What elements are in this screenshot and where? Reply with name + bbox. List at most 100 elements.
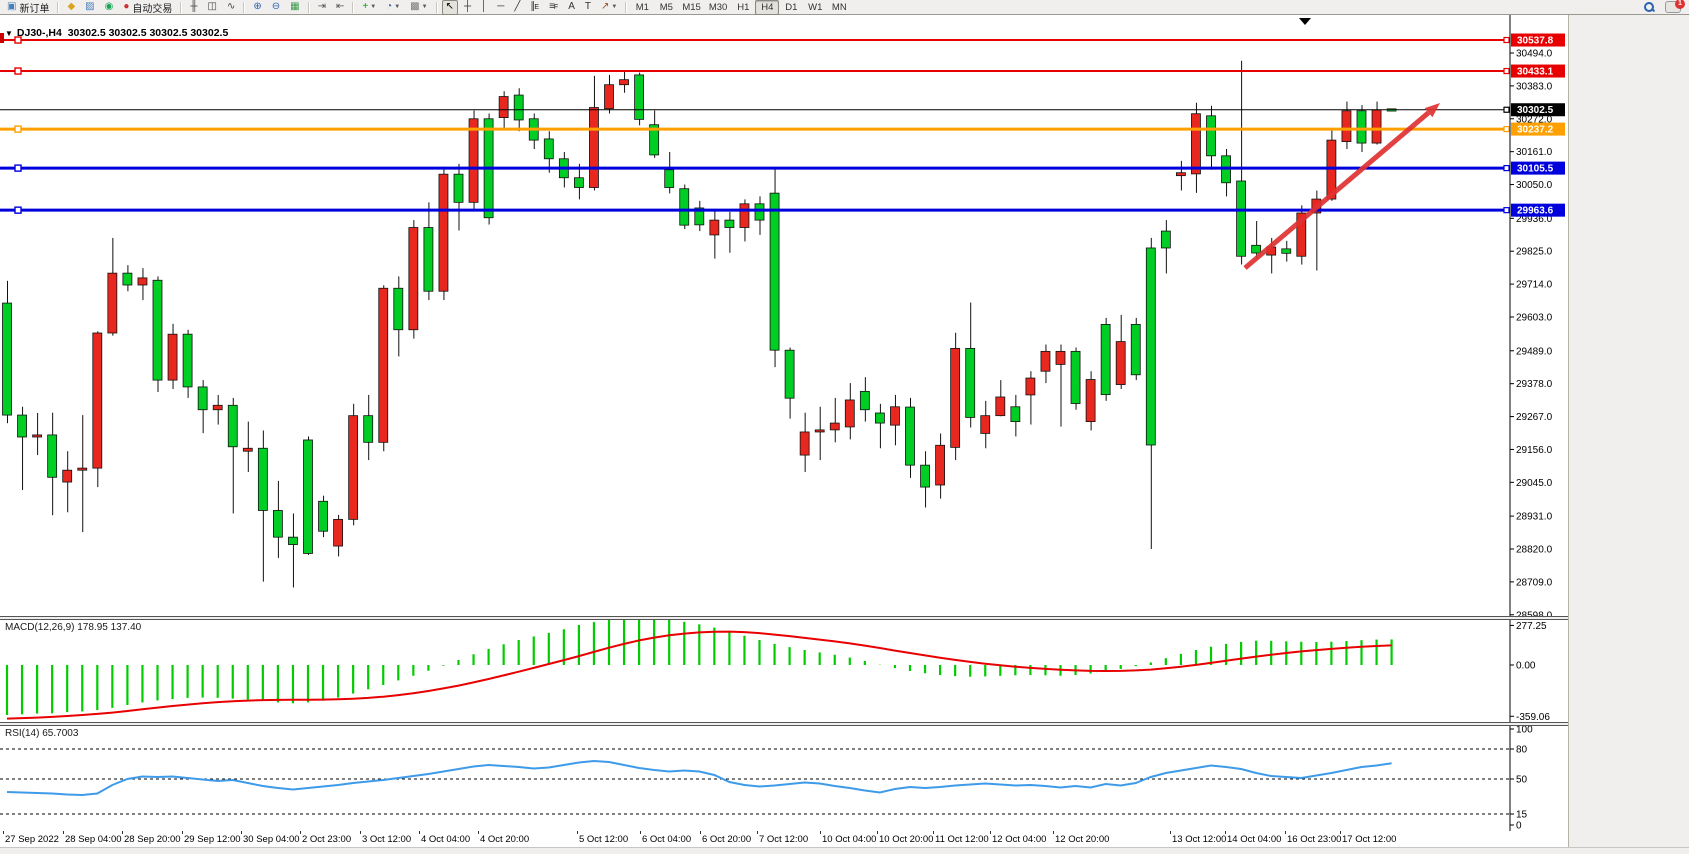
time-axis[interactable]: 27 Sep 2022 28 Sep 04:00 28 Sep 20:00 29 Se… [0, 831, 1568, 847]
periods-icon[interactable]: ◔ ▼ [382, 0, 404, 15]
timeframe-w1[interactable]: W1 [808, 1, 823, 13]
price-axis-tick: 30494.0 [1516, 49, 1553, 60]
equidistant-channel-icon[interactable]: ∥ E [530, 1, 540, 12]
time-axis-label: 4 Oct 20:00 [480, 834, 530, 845]
auto-scroll-icon: ⇥ [317, 1, 326, 12]
time-axis-label: 10 Oct 04:00 [822, 834, 877, 845]
time-axis-label: 3 Oct 12:00 [362, 834, 412, 845]
price-flag [1511, 161, 1565, 175]
timeframe-mn[interactable]: MN [831, 1, 847, 13]
time-axis-tick [300, 831, 301, 834]
timeframe-m1[interactable]: M1 [635, 1, 649, 13]
horizontal-line-handle[interactable] [14, 125, 22, 133]
time-axis-label: 17 Oct 12:00 [1342, 834, 1397, 845]
time-axis-label: 28 Sep 04:00 [65, 834, 122, 845]
zoom-in-icon[interactable]: ⊕ [249, 0, 265, 15]
profiles-icon[interactable]: ▨ [81, 0, 98, 15]
toolbar: ▣ 新订单 ◆ ▨ ◉ ● 自动交易 ╫ ◫ ∿ ⊕ ⊖ ▦ ⇥ ⇤ + ▼ ◔ ▼ ▩ ▼ ↖ ┼ │ ─ ╱ ∥ E ≡ F A T ↗ ▼ M… [0, 0, 1689, 15]
timeframe-d1[interactable]: D1 [785, 1, 798, 13]
horizontal-line-icon[interactable]: ─ [493, 0, 508, 15]
new-order-button[interactable]: ▣ 新订单 [3, 0, 53, 15]
time-axis-label: 16 Oct 23:00 [1287, 834, 1342, 845]
bar-chart-icon[interactable]: ╫ [186, 0, 201, 15]
auto-scroll-icon[interactable]: ⇥ [314, 0, 330, 15]
chart-shift-marker[interactable] [1299, 18, 1311, 25]
panel-splitter[interactable] [0, 616, 1568, 620]
signals-icon[interactable]: ◉ [101, 0, 118, 15]
text-icon[interactable]: A [564, 0, 579, 15]
trendline-icon[interactable]: ╱ [510, 0, 524, 15]
time-axis-tick [820, 831, 821, 834]
indicators-icon[interactable]: + ▼ [358, 0, 380, 15]
text-label-icon[interactable]: T [581, 0, 595, 15]
time-axis-label: 2 Oct 23:00 [302, 834, 352, 845]
candlestick-chart-icon[interactable]: ◫ [203, 0, 220, 15]
price-axis-tick: 30272.0 [1516, 114, 1553, 125]
horizontal-line-handle[interactable] [14, 206, 22, 214]
notifications-icon[interactable]: 1 [1665, 0, 1685, 13]
zoom-out-icon: ⊖ [271, 1, 281, 12]
trendline-icon: ╱ [514, 1, 521, 12]
time-axis-label: 7 Oct 12:00 [759, 834, 809, 845]
symbol-dropdown-icon[interactable]: ▼ [5, 29, 13, 38]
chart-shift-icon[interactable]: ⇤ [332, 0, 348, 15]
crosshair-icon: ┼ [463, 1, 472, 12]
horizontal-line-handle[interactable] [14, 164, 22, 172]
cursor-icon[interactable]: ↖ [441, 0, 458, 15]
crosshair-icon[interactable]: ┼ [460, 0, 475, 15]
bar-chart-icon: ╫ [190, 1, 198, 12]
arrows-icon[interactable]: ↗ ▼ [597, 0, 621, 15]
time-axis-tick [419, 831, 420, 834]
timeframe-m5[interactable]: M5 [659, 1, 673, 13]
text-label-icon: T [584, 1, 591, 12]
time-axis-tick [63, 831, 64, 834]
timeframe-m15[interactable]: M15 [682, 1, 701, 13]
chevron-down-icon: ▼ [611, 4, 618, 10]
time-axis-tick [933, 831, 934, 834]
new-order-button: ▣ [7, 1, 17, 12]
search-icon[interactable] [1643, 1, 1655, 13]
timeframe-m30[interactable]: M30 [708, 1, 728, 13]
price-axis-tick: 28931.0 [1516, 512, 1553, 523]
macd-axis-tick: 0.00 [1516, 661, 1536, 672]
templates-icon[interactable]: ▩ ▼ [406, 0, 431, 15]
chevron-down-icon: ▼ [421, 4, 428, 10]
horizontal-line-handle[interactable] [14, 36, 22, 44]
main-chart-canvas[interactable]: 30494.0 30383.0 30272.0 30161.0 30050.0 29936… [0, 15, 1568, 616]
macd-panel[interactable]: 277.25 0.00 -359.06 [0, 620, 1568, 722]
time-axis-tick [1340, 831, 1341, 834]
price-flag [1511, 33, 1565, 47]
profiles-icon: ▨ [85, 1, 95, 12]
time-axis-tick [877, 831, 878, 834]
price-flag [1511, 64, 1565, 78]
fibonacci-icon[interactable]: ≡ F [549, 1, 559, 12]
rsi-axis-tick: 80 [1516, 745, 1528, 756]
time-axis-label: 28 Sep 20:00 [124, 834, 181, 845]
time-axis-tick [757, 831, 758, 834]
auto-trading-button-label: 自动交易 [132, 3, 173, 15]
chevron-down-icon: ▼ [394, 4, 401, 10]
rsi-panel[interactable]: 100 80 50 150 [0, 726, 1568, 831]
toolbar-separator [625, 1, 628, 13]
time-axis-tick [3, 831, 4, 834]
timeframe-h4[interactable]: H4 [755, 0, 780, 15]
time-axis-label: 10 Oct 20:00 [879, 834, 934, 845]
zoom-out-icon[interactable]: ⊖ [268, 0, 284, 15]
price-axis-tick: 29156.0 [1516, 445, 1553, 456]
chart-window-icon[interactable]: ◆ [63, 0, 79, 15]
macd-axis-tick: -359.06 [1516, 712, 1550, 722]
status-strip [0, 847, 1689, 854]
price-axis-tick: 29378.0 [1516, 379, 1553, 390]
horizontal-line-handle[interactable] [14, 67, 22, 75]
vertical-line-icon[interactable]: │ [477, 0, 491, 15]
time-axis-label: 29 Sep 12:00 [184, 834, 241, 845]
rsi-axis-tick: 15 [1516, 810, 1528, 821]
line-chart-icon[interactable]: ∿ [223, 0, 239, 15]
chevron-down-icon: ▼ [370, 4, 377, 10]
auto-trading-button[interactable]: ● 自动交易 [119, 0, 176, 15]
tile-windows-icon[interactable]: ▦ [286, 0, 303, 15]
annotation-arrow[interactable] [1243, 103, 1440, 270]
panel-splitter[interactable] [0, 722, 1568, 726]
price-flag [1511, 203, 1565, 217]
timeframe-h1[interactable]: H1 [737, 1, 750, 13]
